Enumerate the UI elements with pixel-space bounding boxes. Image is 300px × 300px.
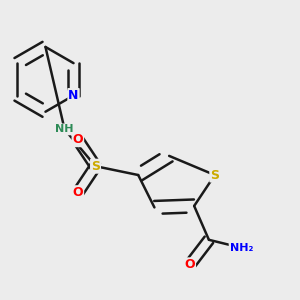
Text: S: S	[91, 160, 100, 173]
Text: S: S	[210, 169, 219, 182]
Text: NH: NH	[56, 124, 74, 134]
Text: NH₂: NH₂	[230, 243, 253, 253]
Text: O: O	[73, 133, 83, 146]
Text: N: N	[68, 89, 79, 102]
Text: O: O	[73, 186, 83, 199]
Text: O: O	[184, 258, 195, 271]
